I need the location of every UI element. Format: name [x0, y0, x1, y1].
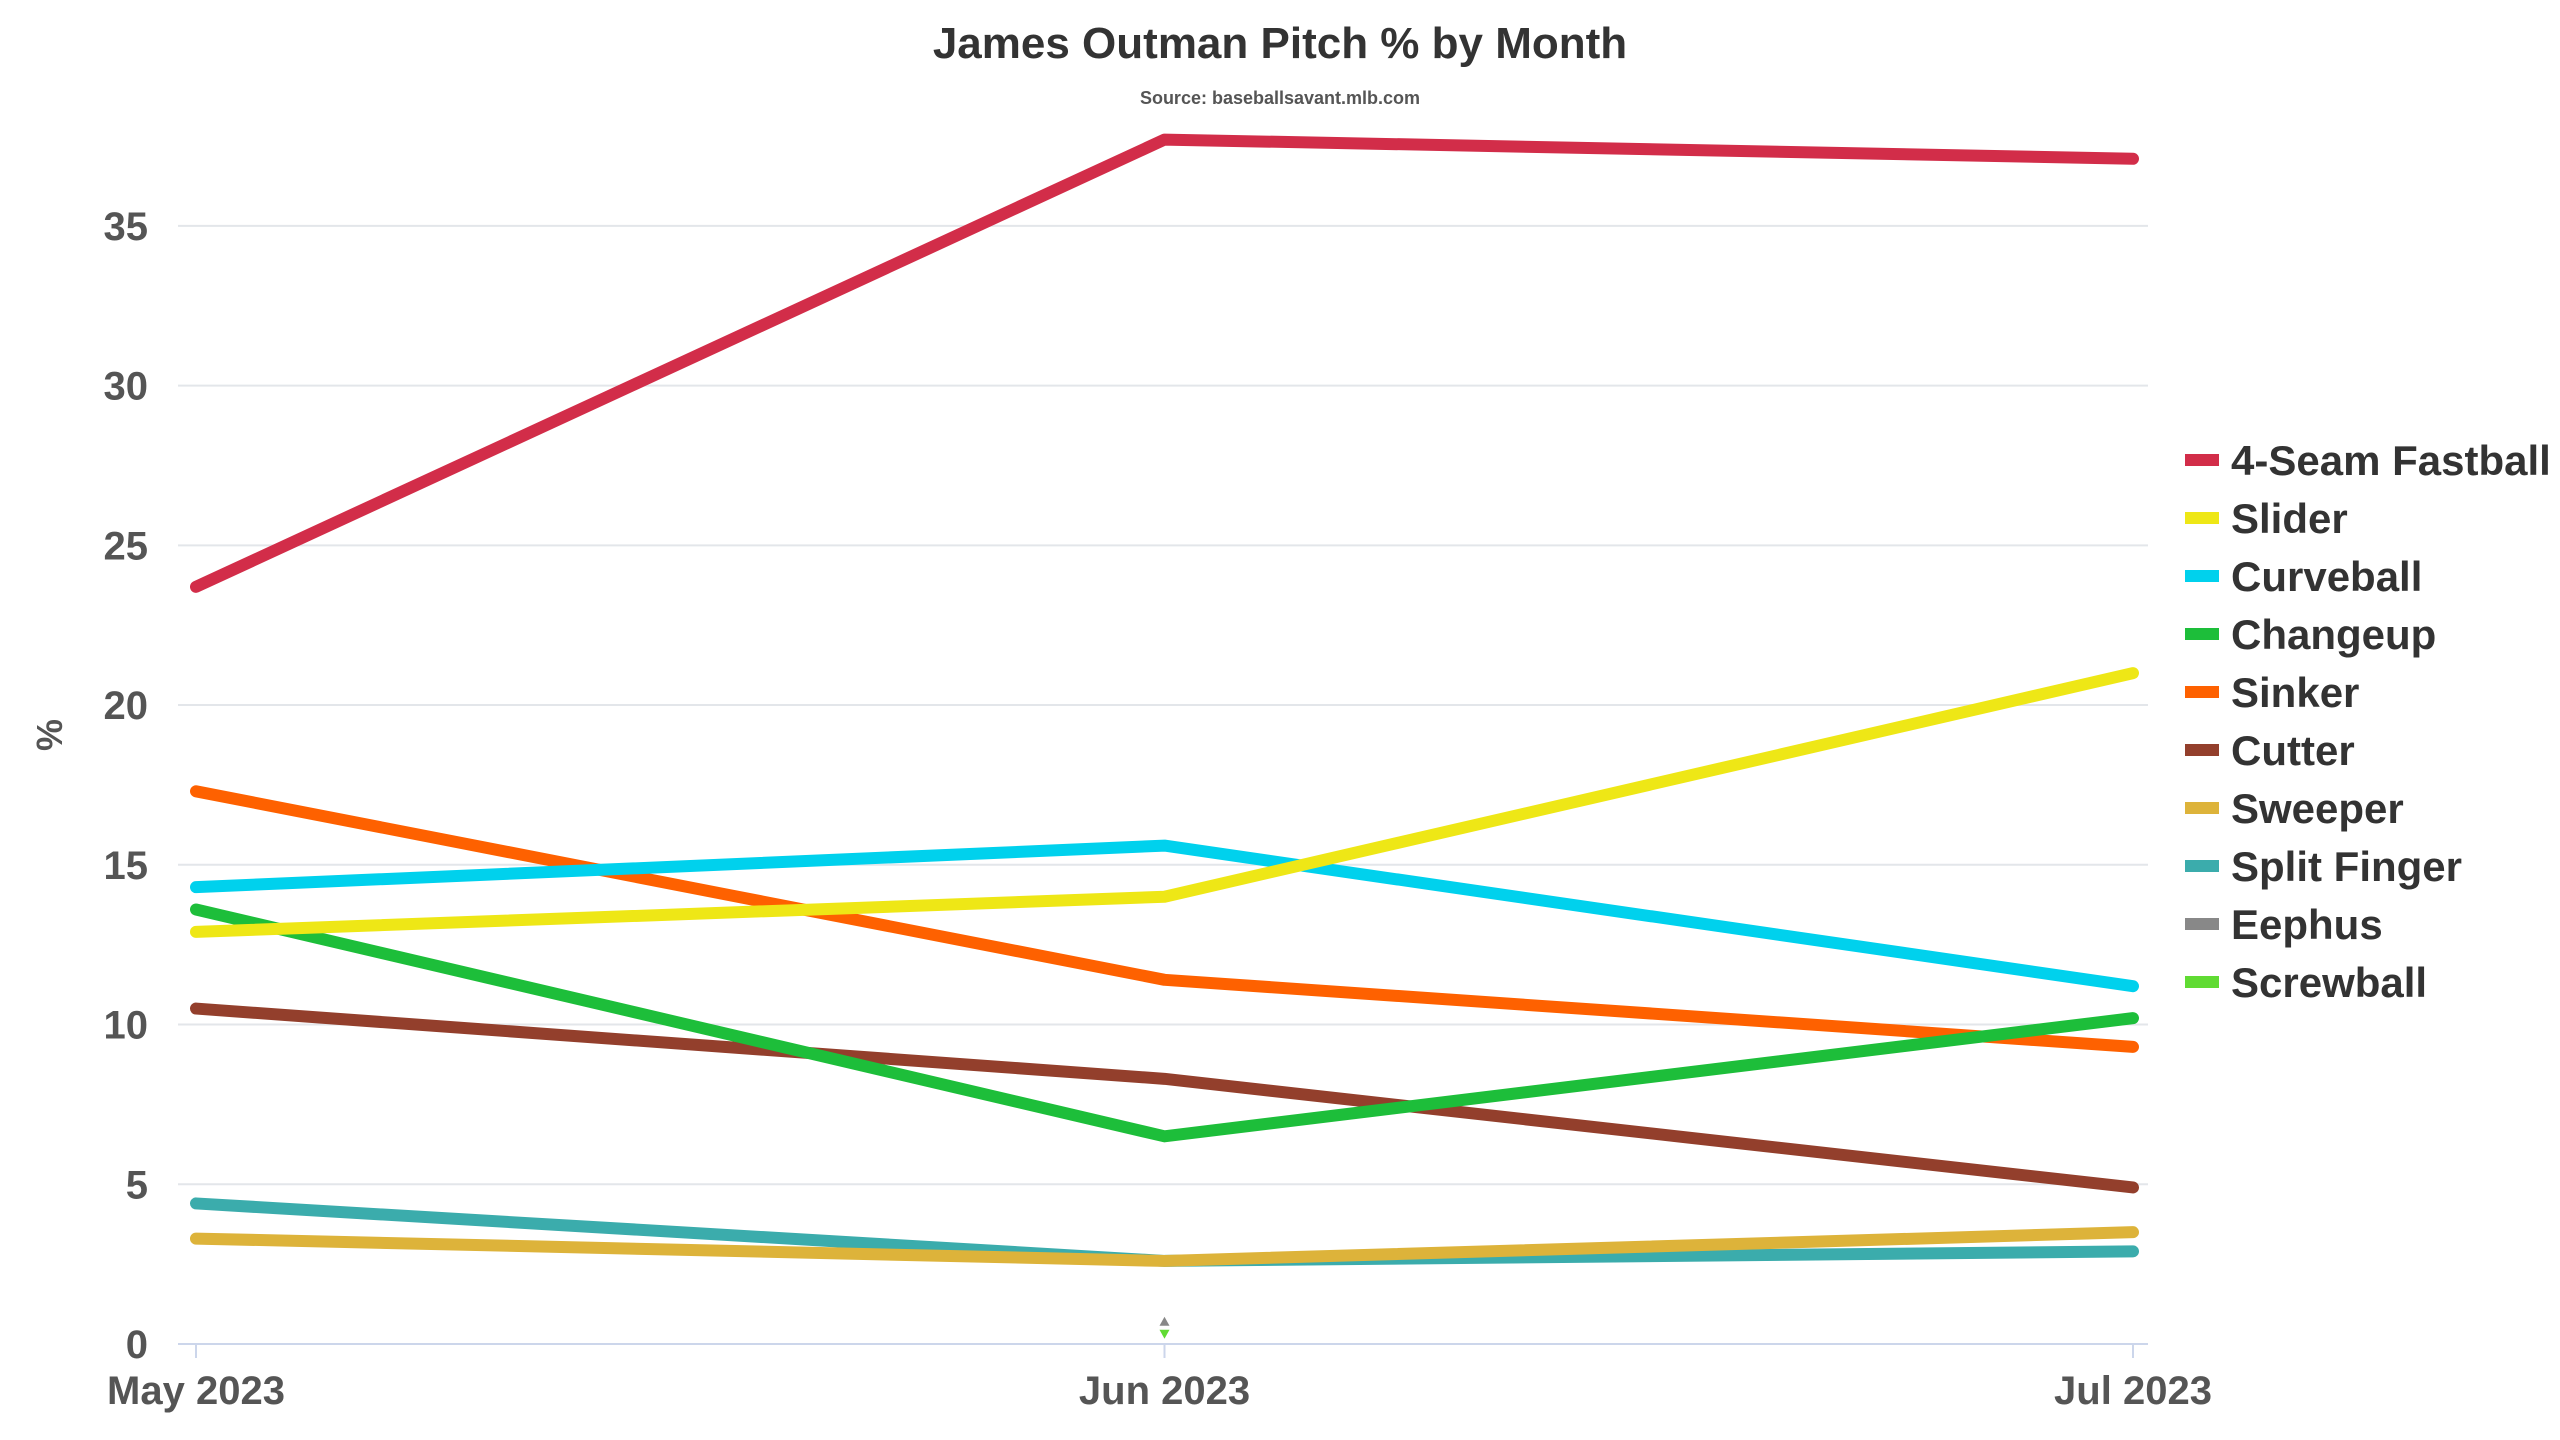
series-layer: [190, 133, 2139, 1339]
y-tick-label: 10: [104, 1004, 149, 1048]
legend-item-changeup[interactable]: Changeup: [2185, 611, 2436, 658]
y-tick-label: 15: [104, 844, 149, 888]
series-line-sinker[interactable]: [190, 785, 2139, 1053]
x-axis-ticks: May 2023 Jun 2023 Jul 2023: [107, 1344, 2212, 1413]
legend-item-slider[interactable]: Slider: [2185, 495, 2348, 542]
legend-item-sweeper[interactable]: Sweeper: [2185, 785, 2404, 832]
series-point-eephus[interactable]: [1159, 1316, 1170, 1326]
series-line-4-seam-fastball[interactable]: [190, 133, 2139, 593]
x-tick-label: Jun 2023: [1079, 1369, 1250, 1413]
series-line-split-finger[interactable]: [190, 1197, 2139, 1267]
legend-item-eephus[interactable]: Eephus: [2185, 901, 2383, 948]
legend-item-4-seam-fastball[interactable]: 4-Seam Fastball: [2185, 437, 2551, 484]
series-line-sweeper[interactable]: [190, 1226, 2139, 1267]
legend-item-cutter[interactable]: Cutter: [2185, 727, 2355, 774]
legend-label: Sweeper: [2231, 785, 2404, 832]
y-tick-label: 25: [104, 524, 149, 568]
y-tick-label: 0: [126, 1323, 148, 1367]
x-tick-label: Jul 2023: [2054, 1369, 2212, 1413]
legend-label: Screwball: [2231, 959, 2427, 1006]
series-point-screwball[interactable]: [1159, 1329, 1170, 1339]
legend: 4-Seam Fastball Slider Curveball Changeup Si…: [2185, 437, 2551, 1006]
legend-label: Eephus: [2231, 901, 2383, 948]
legend-label: Sinker: [2231, 669, 2359, 716]
x-tick-label: May 2023: [107, 1369, 285, 1413]
y-tick-label: 20: [104, 684, 149, 728]
series-line-changeup[interactable]: [190, 903, 2139, 1143]
legend-label: Slider: [2231, 495, 2348, 542]
series-line-cutter[interactable]: [190, 1002, 2139, 1194]
chart-subtitle: Source: baseballsavant.mlb.com: [1140, 88, 1420, 108]
y-tick-label: 5: [126, 1163, 148, 1207]
legend-label: 4-Seam Fastball: [2231, 437, 2551, 484]
series-line-slider[interactable]: [190, 667, 2139, 938]
y-axis-title: %: [29, 719, 70, 751]
legend-item-curveball[interactable]: Curveball: [2185, 553, 2422, 600]
legend-item-split-finger[interactable]: Split Finger: [2185, 843, 2462, 890]
y-tick-label: 30: [104, 365, 149, 409]
legend-label: Changeup: [2231, 611, 2436, 658]
legend-item-screwball[interactable]: Screwball: [2185, 959, 2427, 1006]
legend-item-sinker[interactable]: Sinker: [2185, 669, 2359, 716]
legend-label: Cutter: [2231, 727, 2355, 774]
grid-layer: 0 5 10 15 20 25 30 35: [104, 205, 2148, 1367]
series-line-curveball[interactable]: [190, 839, 2139, 993]
legend-label: Curveball: [2231, 553, 2422, 600]
y-tick-label: 35: [104, 205, 149, 249]
legend-label: Split Finger: [2231, 843, 2462, 890]
chart-title: James Outman Pitch % by Month: [933, 19, 1627, 68]
